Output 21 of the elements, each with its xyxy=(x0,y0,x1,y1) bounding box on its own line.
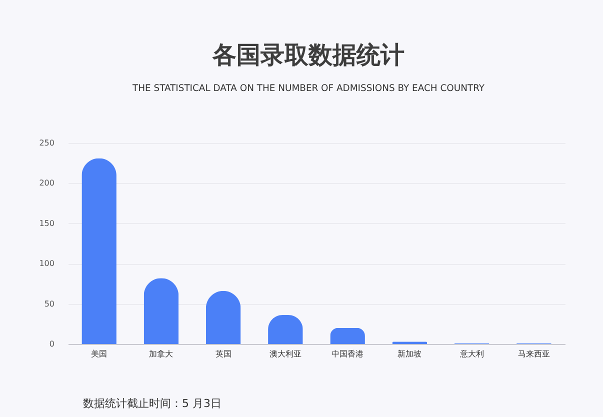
bar xyxy=(82,158,116,344)
x-tick-label: 加拿大 xyxy=(149,350,174,358)
y-tick-label: 0 xyxy=(49,340,54,348)
x-tick-label: 美国 xyxy=(91,350,108,358)
x-tick-label: 新加坡 xyxy=(398,350,422,358)
y-tick-label: 150 xyxy=(39,218,54,228)
bar xyxy=(330,328,365,344)
y-tick-label: 250 xyxy=(39,138,54,148)
x-tick-label: 意大利 xyxy=(458,350,484,358)
y-tick-label: 200 xyxy=(39,178,54,188)
chart-title: 各国录取数据统计 xyxy=(212,40,404,69)
y-tick-label: 100 xyxy=(39,259,54,268)
chart-subtitle: THE STATISTICAL DATA ON THE NUMBER OF ADMISSIONS BY EACH COUNTRY xyxy=(132,82,485,94)
bar xyxy=(144,278,179,344)
bar xyxy=(206,290,241,344)
x-tick-label: 英国 xyxy=(215,350,232,358)
x-tick-label: 澳大利亚 xyxy=(269,350,302,358)
x-tick-label: 马来西亚 xyxy=(518,350,550,358)
y-tick-label: 50 xyxy=(44,299,54,308)
x-tick-label: 中国香港 xyxy=(332,350,364,358)
text: 数据统计截止时间：5 月3日 xyxy=(83,397,222,410)
